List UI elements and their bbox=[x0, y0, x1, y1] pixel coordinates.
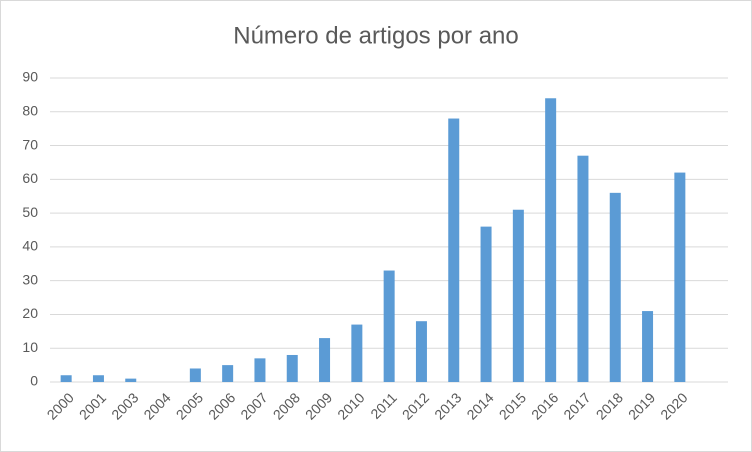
y-tick-label: 0 bbox=[30, 373, 38, 389]
bar bbox=[125, 378, 137, 382]
bar bbox=[189, 368, 201, 382]
bar bbox=[642, 311, 654, 382]
bar bbox=[60, 375, 72, 382]
bar bbox=[545, 98, 557, 383]
chart-title: Número de artigos por ano bbox=[233, 22, 519, 49]
y-tick-label: 10 bbox=[22, 339, 38, 355]
bar bbox=[674, 172, 686, 382]
bar bbox=[448, 118, 460, 383]
y-tick-label: 60 bbox=[22, 170, 38, 186]
y-tick-label: 30 bbox=[22, 271, 38, 287]
bar bbox=[286, 354, 298, 382]
y-tick-label: 20 bbox=[22, 305, 38, 321]
bar bbox=[254, 358, 266, 382]
bar bbox=[609, 192, 621, 382]
y-tick-label: 80 bbox=[22, 102, 38, 118]
bar bbox=[383, 270, 395, 382]
bar bbox=[480, 226, 492, 382]
bar bbox=[351, 324, 363, 382]
bar bbox=[319, 338, 331, 382]
y-tick-label: 50 bbox=[22, 204, 38, 220]
bar bbox=[512, 209, 524, 382]
y-tick-label: 40 bbox=[22, 238, 38, 254]
y-tick-label: 90 bbox=[22, 69, 38, 85]
bar bbox=[415, 321, 427, 382]
bar bbox=[92, 375, 104, 382]
bar bbox=[577, 155, 589, 382]
y-tick-label: 70 bbox=[22, 136, 38, 152]
bar bbox=[222, 365, 234, 382]
